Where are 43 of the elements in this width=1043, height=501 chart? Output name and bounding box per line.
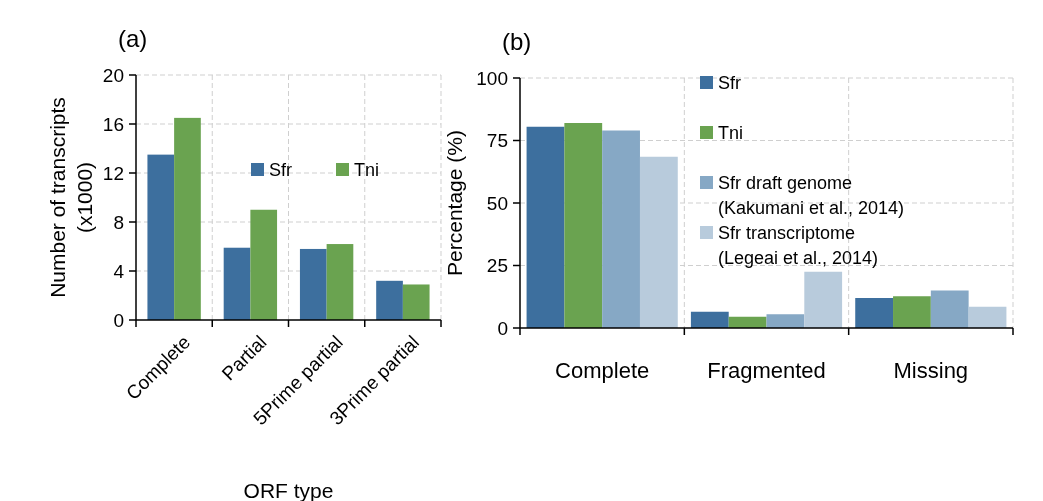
bar (174, 117, 201, 320)
bar (299, 248, 327, 320)
legend-label: Sfr draft genome (Kakumani et al., 2014) (718, 173, 905, 219)
legend-label: Sfr transcriptome (Legeai et al., 2014) (718, 223, 879, 269)
legend-label: Tni (354, 160, 380, 181)
x-tick-label: Missing (893, 358, 969, 383)
bar (326, 244, 354, 320)
legend-label: Sfr (269, 160, 293, 181)
bar (855, 298, 894, 328)
y-tick-label: 75 (486, 130, 508, 152)
bar (804, 271, 843, 328)
bar (766, 314, 805, 328)
bar (639, 156, 678, 328)
bar (893, 296, 931, 328)
bar (147, 154, 175, 320)
chart-title: (b) (502, 28, 532, 55)
legend-label: Sfr (718, 73, 742, 94)
chart-title: (a) (118, 25, 148, 52)
bar (250, 209, 278, 320)
y-axis-title: Percentage (%) (443, 130, 466, 276)
y-tick-label: 12 (102, 162, 124, 184)
y-tick-label: 50 (486, 192, 508, 214)
y-tick-label: 25 (486, 255, 508, 277)
bar (376, 280, 403, 320)
x-tick-label: Complete (555, 358, 650, 383)
y-tick-label: 0 (113, 309, 124, 331)
bar (526, 126, 565, 328)
bar (690, 311, 729, 328)
bar (402, 284, 430, 320)
x-tick-label: Fragmented (707, 358, 826, 383)
y-tick-label: 20 (102, 64, 124, 86)
bar (968, 306, 1007, 328)
y-tick-label: 0 (497, 317, 508, 339)
bar (564, 123, 603, 328)
bar (602, 130, 640, 328)
legend-label: Tni (718, 123, 744, 144)
y-axis-title: Number of transcripts (x1000) (46, 97, 96, 298)
y-tick-label: 8 (113, 211, 124, 233)
y-tick-label: 4 (113, 260, 125, 282)
bar (223, 247, 251, 320)
bar (930, 290, 969, 328)
y-tick-label: 100 (476, 67, 508, 89)
y-tick-label: 16 (102, 113, 124, 135)
